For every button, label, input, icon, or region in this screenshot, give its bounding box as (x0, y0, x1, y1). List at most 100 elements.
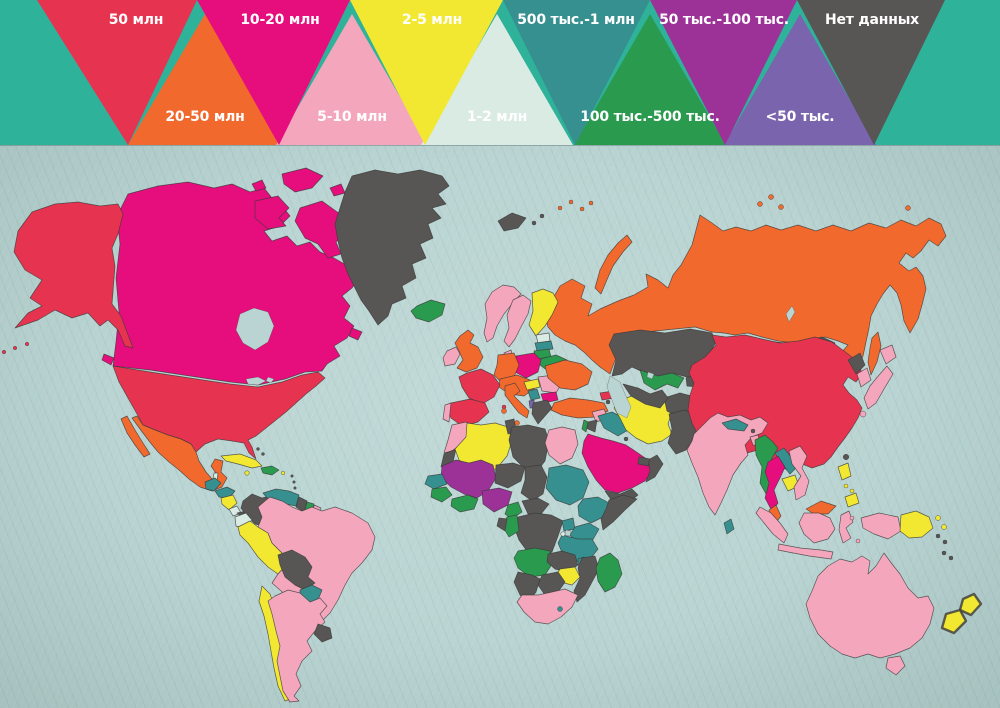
legend-label-m50: 50 млн (109, 12, 164, 28)
country-novayazemlya (594, 234, 633, 295)
country-guatemala (204, 477, 222, 492)
country-mali (440, 459, 497, 499)
legend-label-k500_1m: 500 тыс.-1 млн (517, 12, 635, 28)
legend-triangle-k500_1m (503, 0, 650, 145)
country-latvia (534, 340, 554, 352)
country-lesotho (557, 606, 563, 612)
country-malaysia (805, 500, 837, 515)
country-newzealand (940, 608, 968, 635)
country-puertorico (280, 470, 286, 476)
country-cuba (220, 453, 263, 469)
lake (564, 529, 572, 537)
country-aleutians (1, 349, 7, 355)
country-canada (101, 353, 115, 366)
country-sweden (503, 294, 532, 348)
country-senegal (424, 473, 448, 490)
legend-label-m10_20: 10-20 млн (240, 12, 319, 28)
country-indonesia (798, 512, 836, 544)
country-philippines (849, 488, 855, 494)
country-newzealand (958, 592, 983, 617)
country-indonesia (860, 512, 902, 540)
country-gabon (496, 517, 508, 532)
country-jamaica (244, 470, 250, 476)
country-armenia (605, 399, 611, 405)
country-franzjosef (588, 200, 594, 206)
country-italy (501, 408, 507, 414)
country-vietnam (788, 445, 810, 501)
country-greenland (334, 169, 450, 326)
legend-triangle-lt50 (724, 14, 876, 145)
lake (265, 376, 275, 384)
country-canada (348, 327, 363, 341)
country-ghana (450, 494, 479, 513)
country-oman (645, 454, 664, 483)
country-japan (863, 365, 894, 410)
country-nicaragua (220, 494, 238, 511)
lake (606, 375, 632, 419)
country-svalbard (497, 212, 527, 232)
legend-triangle-m2_5 (350, 0, 503, 145)
country-solomons (942, 539, 948, 545)
country-finland (528, 288, 559, 337)
country-uruguay (313, 623, 333, 643)
country-severnayazemlya (768, 194, 774, 200)
country-sudan (545, 464, 590, 506)
country-papuanewguinea (941, 524, 947, 530)
country-bolivia (277, 549, 316, 591)
country-solomons (935, 533, 941, 539)
country-franzjosef (557, 205, 563, 211)
country-aleutians (24, 341, 30, 347)
country-antilles (290, 474, 294, 478)
legend-label-m2_5: 2-5 млн (402, 12, 462, 28)
legend-triangle-m50 (37, 0, 197, 145)
legend-label-m5_10: 5-10 млн (317, 109, 387, 125)
country-franzjosef (579, 206, 585, 212)
legend-triangle-m10_20 (197, 0, 350, 145)
legend-triangle-k100_500 (574, 14, 726, 145)
country-somalia (600, 494, 638, 531)
country-severnayazemlya (757, 201, 763, 207)
lake (245, 376, 267, 386)
country-bahamas (256, 447, 260, 451)
country-australia (805, 552, 935, 659)
country-mozambique (573, 555, 600, 603)
country-antilles (293, 486, 297, 490)
country-guinea (430, 486, 453, 503)
country-portugal (442, 402, 452, 423)
country-antilles (292, 480, 296, 484)
country-egypt (544, 426, 579, 465)
country-uk (454, 329, 484, 373)
country-madagascar (595, 552, 623, 593)
country-japan (859, 410, 867, 418)
country-thailand (764, 455, 786, 512)
country-papuanewguinea (899, 510, 934, 539)
legend-triangles: 50 млн 10-20 млн 2-5 млн 500 тыс.-1 млн 50 т… (0, 0, 1000, 145)
lake (646, 371, 655, 380)
country-canada (254, 195, 290, 230)
country-northkorea (847, 352, 866, 375)
country-indonesia (777, 543, 834, 560)
country-ukraine (544, 359, 593, 391)
country-nepal (721, 418, 749, 432)
country-honduras (214, 486, 236, 499)
country-kazakhstan (608, 328, 716, 378)
country-philippines (843, 483, 849, 489)
country-bhutan (750, 428, 756, 434)
country-car (521, 497, 550, 515)
legend-label-nodata: Нет данных (825, 12, 919, 28)
country-bahamas (261, 452, 265, 456)
country-niger (494, 462, 526, 489)
legend-triangle-nodata (797, 0, 945, 145)
legend: 50 млн 10-20 млн 2-5 млн 500 тыс.-1 млн 50 т… (0, 0, 1000, 145)
country-kuwait (623, 436, 629, 442)
country-mexico (120, 415, 151, 458)
country-indonesia (838, 510, 854, 544)
country-taiwan (842, 453, 850, 461)
country-canada (329, 183, 346, 197)
legend-label-k100_500: 100 тыс.-500 тыс. (580, 109, 719, 125)
country-newcaledonia (948, 555, 954, 561)
country-turkmenistan (622, 383, 669, 409)
country-iceland (410, 299, 446, 323)
country-svalbard (539, 213, 545, 219)
country-philippines (837, 462, 852, 481)
